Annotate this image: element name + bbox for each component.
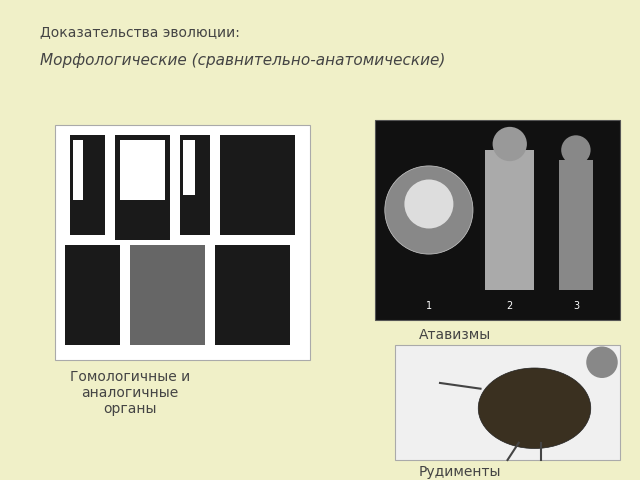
Bar: [180, 135, 210, 235]
Bar: [485, 150, 534, 290]
Bar: [395, 345, 620, 460]
Text: 3: 3: [573, 301, 579, 311]
Bar: [183, 140, 195, 195]
Text: Атавизмы: Атавизмы: [419, 328, 491, 342]
Circle shape: [493, 127, 527, 161]
Text: Доказательства эволюции:: Доказательства эволюции:: [40, 25, 240, 39]
Bar: [70, 135, 105, 235]
Bar: [73, 140, 83, 200]
Bar: [115, 135, 170, 240]
Text: 1: 1: [426, 301, 432, 311]
Circle shape: [404, 180, 453, 228]
Circle shape: [586, 347, 618, 378]
Text: Морфологические (сравнительно-анатомические): Морфологические (сравнительно-анатомичес…: [40, 52, 445, 68]
Bar: [375, 120, 620, 320]
Bar: [559, 160, 593, 290]
Bar: [220, 135, 295, 235]
Bar: [215, 245, 290, 345]
Circle shape: [385, 166, 473, 254]
Text: Гомологичные и
аналогичные
органы: Гомологичные и аналогичные органы: [70, 370, 190, 416]
Bar: [130, 245, 205, 345]
Bar: [55, 125, 310, 360]
Text: Рудименты: Рудименты: [419, 465, 501, 479]
Bar: [65, 245, 120, 345]
Circle shape: [561, 135, 591, 165]
Bar: [120, 140, 165, 200]
Text: 2: 2: [507, 301, 513, 311]
Ellipse shape: [478, 368, 591, 448]
